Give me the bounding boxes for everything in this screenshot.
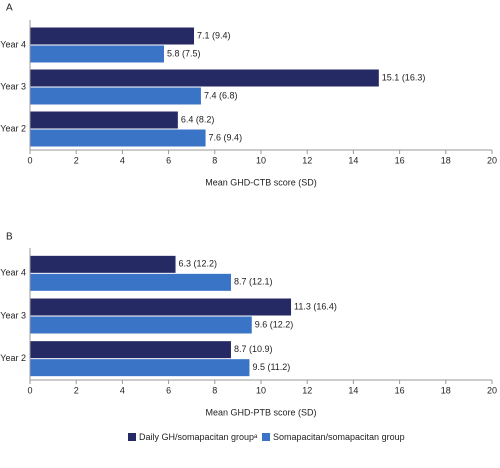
bar [30, 341, 231, 359]
bar [30, 298, 292, 316]
x-tick-label: 20 [487, 385, 497, 395]
x-tick-label: 6 [166, 385, 171, 395]
value-label: 9.5 (11.2) [252, 362, 290, 372]
x-axis-title: Mean GHD-CTB score (SD) [205, 177, 317, 187]
value-label: 11.3 (16.4) [294, 301, 337, 311]
bar [30, 27, 195, 45]
value-label: 6.3 (12.2) [179, 259, 218, 269]
x-axis-title: Mean GHD-PTB score (SD) [205, 407, 316, 417]
x-tick-label: 2 [74, 155, 79, 165]
x-tick-label: 10 [256, 155, 266, 165]
y-tick-label: Year 3 [0, 81, 26, 91]
x-tick-label: 4 [120, 155, 125, 165]
x-tick-label: 20 [487, 155, 497, 165]
value-label: 7.1 (9.4) [197, 30, 231, 40]
legend-label: Somapacitan/somapacitan group [273, 432, 405, 442]
value-label: 15.1 (16.3) [382, 72, 426, 82]
x-tick-label: 2 [74, 385, 79, 395]
panel-label: A [6, 3, 13, 14]
y-tick-label: Year 2 [0, 123, 26, 133]
value-label: 8.7 (10.9) [234, 344, 273, 354]
x-tick-label: 18 [441, 385, 451, 395]
x-tick-label: 10 [256, 385, 266, 395]
y-tick-label: Year 3 [0, 310, 26, 320]
x-tick-label: 14 [348, 155, 358, 165]
x-tick-label: 0 [27, 155, 32, 165]
legend-swatch [262, 433, 270, 441]
x-tick-label: 8 [212, 155, 217, 165]
value-label: 6.4 (8.2) [181, 114, 215, 124]
y-tick-label: Year 2 [0, 353, 26, 363]
y-tick-label: Year 4 [0, 39, 26, 49]
bar [30, 111, 178, 129]
x-tick-label: 4 [120, 385, 125, 395]
legend-label: Daily GH/somapacitan groupᵃ [139, 432, 258, 442]
y-tick-label: Year 4 [0, 268, 26, 278]
bar [30, 87, 201, 105]
x-tick-label: 16 [395, 385, 405, 395]
bar [30, 273, 231, 291]
value-label: 5.8 (7.5) [167, 48, 201, 58]
legend-swatch [128, 433, 136, 441]
bar [30, 69, 379, 87]
value-label: 9.6 (12.2) [255, 319, 294, 329]
x-tick-label: 14 [348, 385, 358, 395]
x-tick-label: 12 [302, 385, 312, 395]
x-tick-label: 18 [441, 155, 451, 165]
x-tick-label: 16 [395, 155, 405, 165]
x-tick-label: 12 [302, 155, 312, 165]
x-tick-label: 6 [166, 155, 171, 165]
x-tick-label: 0 [27, 385, 32, 395]
value-label: 8.7 (12.1) [234, 277, 273, 287]
bar [30, 255, 176, 273]
bar [30, 129, 206, 147]
value-label: 7.4 (6.8) [204, 90, 238, 100]
x-tick-label: 8 [212, 385, 217, 395]
bar [30, 45, 164, 63]
bar [30, 359, 250, 377]
value-label: 7.6 (9.4) [209, 132, 243, 142]
panel-label: B [6, 232, 13, 243]
bar [30, 316, 252, 334]
